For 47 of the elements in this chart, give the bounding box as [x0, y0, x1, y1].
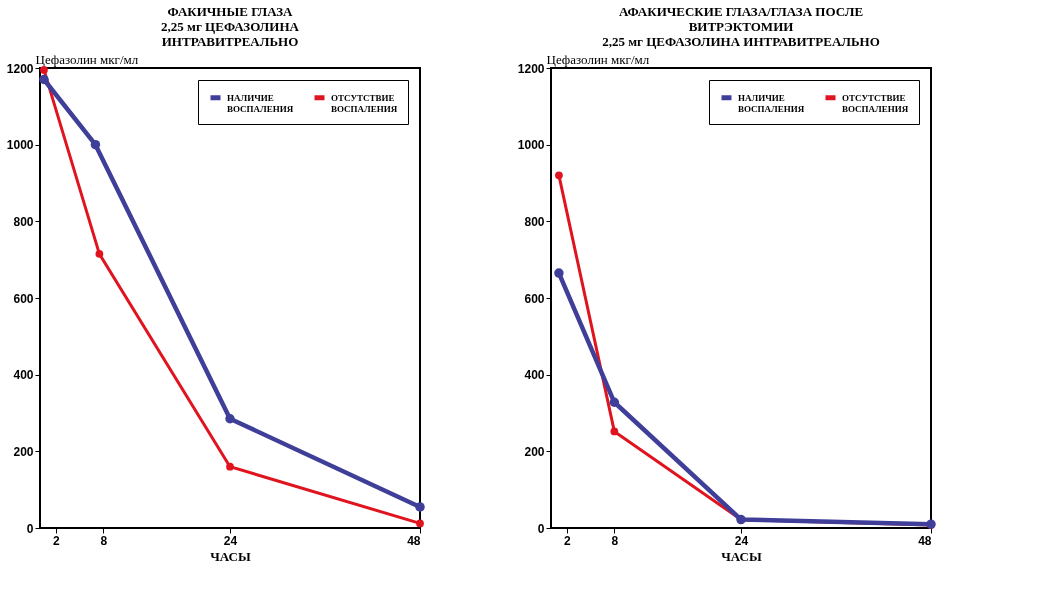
legend-label: НАЛИЧИЕ ВОСПАЛЕНИЯ	[738, 92, 805, 114]
y-tick-label: 600	[13, 291, 34, 306]
legend-label: ОТСУТСТВИЕ ВОСПАЛЕНИЯ	[331, 92, 398, 114]
text: 2,25 мг ЦЕФАЗОЛИНА ИНТРАВИТРЕАЛЬНО	[602, 34, 880, 49]
y-tick-label: 200	[13, 444, 34, 459]
y-tick-label: 1200	[517, 61, 545, 76]
x-tick-label: 2	[52, 533, 60, 548]
x-axis-title: ЧАСЫ	[210, 548, 251, 564]
x-tick-label: 24	[223, 533, 238, 548]
y-tick-label: 1200	[6, 61, 34, 76]
y-tick-label: 800	[13, 214, 34, 229]
x-tick-label: 48	[407, 533, 421, 548]
legend-label: НАЛИЧИЕ ВОСПАЛЕНИЯ	[227, 92, 294, 114]
point	[39, 74, 49, 85]
x-tick-label: 8	[100, 533, 108, 548]
y-tick-label: 1000	[517, 138, 545, 153]
point	[225, 414, 235, 424]
text: ФАКИЧНЫЕ ГЛАЗА	[167, 4, 293, 19]
y-tick-label: 200	[524, 444, 545, 459]
y-tick-label: 600	[524, 291, 545, 306]
legend-label: ОТСУТСТВИЕ ВОСПАЛЕНИЯ	[842, 92, 909, 114]
point	[416, 519, 424, 528]
x-tick-label: 48	[918, 533, 932, 548]
x-tick-label: 2	[563, 533, 571, 548]
point	[555, 171, 563, 180]
x-tick-label: 24	[734, 533, 749, 548]
text: АФАКИЧЕСКИЕ ГЛАЗА/ГЛАЗА ПОСЛЕ	[618, 4, 864, 19]
point	[90, 139, 101, 150]
y-tick-label: 400	[13, 368, 34, 383]
y-axis-title: Цефазолин мкг/мл	[35, 51, 139, 67]
y-tick-label: 1000	[6, 138, 34, 153]
point	[95, 250, 104, 258]
text: ИНТРАВИТРЕАЛЬНО	[161, 34, 299, 49]
y-tick-label: 400	[524, 368, 545, 383]
text: 2,25 мг ЦЕФАЗОЛИНА	[161, 19, 299, 34]
y-axis-title: Цефазолин мкг/мл	[546, 51, 650, 67]
x-axis-title: ЧАСЫ	[721, 548, 762, 564]
point	[609, 397, 620, 407]
text: ВИТРЭКТОМИИ	[688, 19, 794, 34]
y-tick-label: 0	[26, 521, 34, 536]
y-tick-label: 800	[524, 214, 545, 229]
y-tick-label: 0	[537, 521, 545, 536]
point	[554, 268, 564, 278]
point	[610, 427, 619, 436]
point	[226, 462, 234, 471]
x-tick-label: 8	[611, 533, 619, 548]
point	[415, 502, 425, 512]
